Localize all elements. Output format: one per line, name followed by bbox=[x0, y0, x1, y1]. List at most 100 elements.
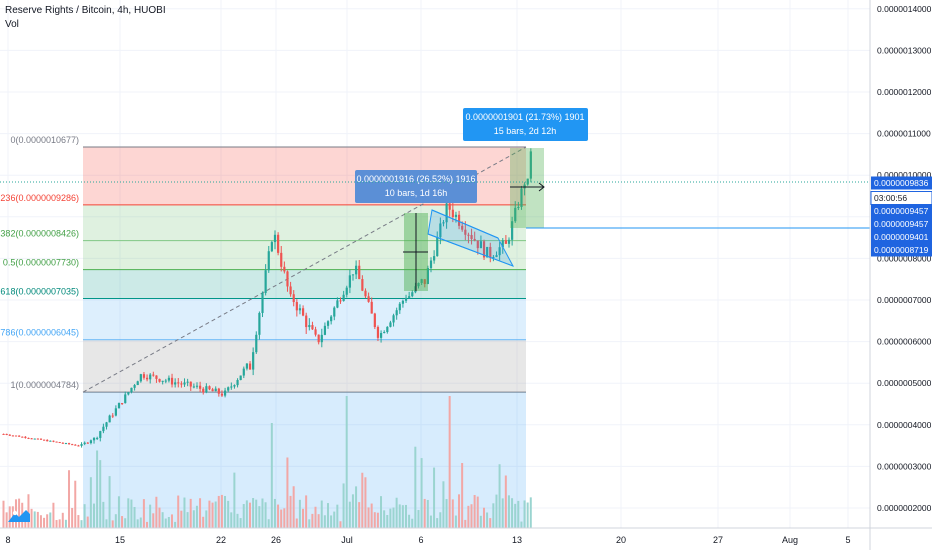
volume-bar bbox=[445, 499, 448, 528]
price-badge bbox=[871, 217, 932, 231]
candle-body bbox=[495, 255, 498, 257]
volume-bar bbox=[414, 446, 417, 528]
price-badge-label: 0.0000009401 bbox=[874, 232, 929, 242]
fib-level-label: 0.382(0.0000008426) bbox=[0, 229, 79, 239]
volume-bar bbox=[180, 510, 183, 528]
candle-body bbox=[333, 307, 336, 317]
volume-bar bbox=[92, 503, 95, 528]
price-tick-label: 0.0000003000 bbox=[877, 461, 932, 471]
candle-body bbox=[457, 214, 461, 226]
volume-bar bbox=[389, 508, 392, 528]
volume-bar bbox=[86, 516, 89, 528]
volume-bar bbox=[280, 509, 283, 528]
time-axis[interactable]: 8 15 22 26 Jul 6 13 20 27 Aug 5 bbox=[0, 527, 932, 545]
measure-tooltip-line1: 0.0000001901 (21.73%) 1901 bbox=[465, 112, 584, 122]
candle-body bbox=[96, 437, 99, 439]
volume-label[interactable]: Vol bbox=[5, 19, 19, 30]
drawings[interactable]: 0.0000001916 (26.52%) 1916 10 bars, 1d 16… bbox=[0, 108, 932, 291]
volume-bar bbox=[124, 518, 127, 528]
volume-bar bbox=[517, 500, 520, 528]
candle-body bbox=[117, 403, 121, 409]
volume-bar bbox=[482, 507, 485, 528]
candle-body bbox=[323, 325, 327, 335]
volume-bar bbox=[501, 498, 504, 528]
candle-body bbox=[270, 242, 273, 252]
volume-bar bbox=[380, 496, 383, 528]
tradingview-logo-icon[interactable] bbox=[6, 506, 32, 526]
volume-bar bbox=[330, 515, 333, 528]
candle-body bbox=[177, 382, 180, 384]
price-tick-label: 0.0000012000 bbox=[877, 87, 932, 97]
candle-body bbox=[74, 444, 77, 446]
volume-bar bbox=[46, 514, 49, 528]
volume-bar bbox=[514, 503, 517, 528]
candle-body bbox=[86, 442, 89, 444]
candle-body bbox=[383, 332, 386, 334]
candle-body bbox=[330, 316, 333, 322]
candle-body bbox=[261, 292, 264, 313]
candle-body bbox=[139, 374, 142, 382]
candle-body bbox=[180, 383, 183, 385]
candle-body bbox=[214, 388, 217, 392]
price-badge bbox=[871, 204, 932, 218]
price-axis[interactable]: 0.0000002000 0.0000003000 0.0000004000 0.00… bbox=[869, 0, 932, 550]
fib-band bbox=[83, 339, 526, 393]
volume-bar bbox=[36, 511, 39, 528]
volume-bar bbox=[289, 495, 292, 528]
volume-bar bbox=[436, 518, 439, 528]
candle-body bbox=[136, 381, 139, 386]
volume-bar bbox=[373, 512, 376, 528]
candle-body bbox=[355, 265, 358, 275]
measure-box bbox=[510, 148, 544, 228]
volume-bar bbox=[245, 500, 248, 528]
candle-body bbox=[305, 315, 308, 328]
volume-bar bbox=[351, 494, 354, 528]
volume-bar bbox=[529, 497, 532, 528]
volume-bar bbox=[158, 507, 161, 528]
channel-top-line bbox=[431, 209, 499, 239]
candle-body bbox=[149, 374, 152, 380]
candle-body bbox=[186, 381, 189, 383]
candle-body bbox=[389, 322, 392, 327]
candle-body bbox=[189, 381, 192, 387]
candle-body bbox=[442, 222, 445, 224]
candle-body bbox=[36, 438, 39, 440]
volume-bar bbox=[277, 504, 280, 528]
candle-body bbox=[461, 225, 464, 230]
volume-bar bbox=[454, 515, 457, 528]
volume-bar bbox=[302, 508, 305, 528]
volume-bar bbox=[39, 515, 42, 528]
volume-bar bbox=[270, 423, 273, 528]
candle-body bbox=[395, 310, 398, 316]
volume-bar bbox=[102, 501, 105, 528]
chart-grid bbox=[0, 0, 870, 528]
volume-bar bbox=[24, 520, 27, 528]
volume-bar bbox=[33, 511, 36, 528]
volume-bar bbox=[526, 502, 529, 528]
measure-tooltip bbox=[355, 170, 477, 203]
candle-body bbox=[195, 385, 199, 387]
volume-bar bbox=[5, 512, 8, 528]
volume-bar bbox=[80, 520, 83, 528]
candle-body bbox=[220, 393, 224, 396]
time-tick-label: 26 bbox=[271, 535, 281, 545]
candle-body bbox=[398, 303, 401, 311]
volume-bar bbox=[121, 516, 124, 528]
candle-body bbox=[286, 271, 289, 287]
symbol-title[interactable]: Reserve Rights / Bitcoin, 4h, HUOBI bbox=[5, 5, 166, 16]
volume-bar bbox=[408, 514, 411, 528]
candle-body bbox=[386, 326, 389, 333]
candle-body bbox=[255, 334, 258, 353]
volume-bar bbox=[199, 498, 202, 528]
volume-bar bbox=[30, 508, 33, 528]
volume-bar bbox=[345, 396, 348, 528]
candle-body bbox=[298, 308, 302, 311]
candle-body bbox=[252, 352, 255, 370]
volume-bar bbox=[261, 498, 264, 528]
candle-body bbox=[233, 385, 236, 387]
price-tick-label: 0.0000005000 bbox=[877, 378, 932, 388]
volume-bar bbox=[68, 470, 71, 528]
volume-bar bbox=[498, 464, 501, 528]
